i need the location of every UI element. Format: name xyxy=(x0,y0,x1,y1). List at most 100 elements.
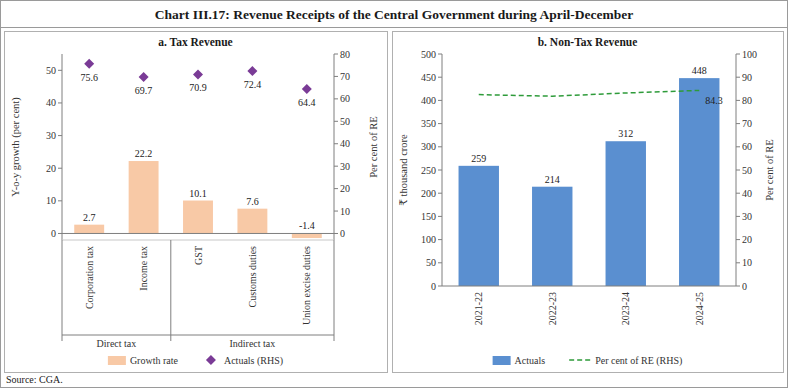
data-label: 69.7 xyxy=(135,85,153,96)
y2-tick-label: 40 xyxy=(742,188,752,199)
x-tick-label: 2024-25 xyxy=(694,292,705,325)
group-separator xyxy=(334,240,335,341)
bar xyxy=(129,161,159,233)
legend-label: Actuals xyxy=(515,355,546,366)
plot-bottom-edge xyxy=(62,240,334,241)
y-axis-title: Y-o-y growth (per cent) xyxy=(10,97,22,197)
legend-label: Per cent of RE (RHS) xyxy=(595,355,682,367)
y2-tick-label: 40 xyxy=(340,138,350,149)
data-label: 7.6 xyxy=(246,196,259,207)
legend: Growth rateActuals (RHS) xyxy=(108,355,283,367)
y-tick-label: 250 xyxy=(421,165,436,176)
y2-tick xyxy=(334,54,338,55)
data-labels: 25921431244884.3 xyxy=(471,65,723,185)
y2-tick-label: 20 xyxy=(742,234,752,245)
y-tick-label: 0 xyxy=(431,281,436,292)
panel: a. Tax Revenue01020304050010203040506070… xyxy=(5,32,388,373)
data-label: 214 xyxy=(545,174,560,185)
y2-tick-label: 100 xyxy=(742,49,757,60)
y2-tick xyxy=(334,211,338,212)
y-tick xyxy=(438,262,442,263)
y2-tick-label: 90 xyxy=(742,72,752,83)
marker xyxy=(84,59,94,69)
y-tick xyxy=(58,135,62,136)
bar xyxy=(292,233,322,238)
y2-tick xyxy=(736,146,740,147)
y2-axis-title: Per cent of RE xyxy=(368,116,379,178)
y2-tick xyxy=(736,286,740,287)
panel-frame xyxy=(393,32,784,373)
legend-swatch xyxy=(206,355,216,365)
x-tick-label: Corporation tax xyxy=(84,246,95,309)
y2-tick xyxy=(334,188,338,189)
data-label: -1.4 xyxy=(299,220,315,231)
y2-axis-line xyxy=(334,54,335,240)
y2-tick xyxy=(334,233,338,234)
bar xyxy=(679,78,719,286)
y-tick xyxy=(58,200,62,201)
data-labels: 2.722.210.17.6-1.475.669.770.972.464.4 xyxy=(80,72,315,232)
y2-tick-label: 50 xyxy=(742,165,752,176)
y-tick-label: 200 xyxy=(421,188,436,199)
y2-tick xyxy=(334,143,338,144)
y2-tick xyxy=(736,216,740,217)
x-tick-label: 2023-24 xyxy=(620,292,631,325)
y2-tick-label: 50 xyxy=(340,116,350,127)
y-tick-label: 10 xyxy=(46,195,56,206)
panel-frame xyxy=(5,32,388,373)
x-axis-line xyxy=(62,233,334,234)
legend-swatch xyxy=(569,359,591,361)
bar xyxy=(183,201,213,234)
data-label: 75.6 xyxy=(80,72,98,83)
y-tick-label: 20 xyxy=(46,163,56,174)
y-tick-label: 50 xyxy=(46,65,56,76)
y2-tick-label: 60 xyxy=(742,141,752,152)
figure-title: Chart III.17: Revenue Receipts of the Ce… xyxy=(155,7,633,22)
data-label: 70.9 xyxy=(189,82,207,93)
y2-tick-label: 80 xyxy=(742,95,752,106)
bar xyxy=(74,225,104,234)
x-tick-label: 2021-22 xyxy=(473,292,484,325)
y-tick xyxy=(58,70,62,71)
y2-tick xyxy=(334,98,338,99)
y-tick-label: 50 xyxy=(426,257,436,268)
y2-tick xyxy=(736,123,740,124)
y2-tick-label: 10 xyxy=(742,257,752,268)
legend-item: Actuals xyxy=(493,355,546,366)
y2-tick-label: 0 xyxy=(742,281,747,292)
y2-axis-title: Per cent of RE xyxy=(764,139,775,201)
y2-tick xyxy=(736,170,740,171)
plot-marks xyxy=(74,59,322,238)
title-frame xyxy=(1,1,788,28)
bar xyxy=(459,166,499,286)
marker xyxy=(247,66,257,76)
group-separator xyxy=(62,240,63,341)
y-axis-title: ₹ thousand crore xyxy=(398,134,409,206)
legend: Actuals Per cent of RE (RHS) xyxy=(493,355,683,367)
legend-item: Actuals (RHS) xyxy=(206,355,283,367)
y-tick-label: 500 xyxy=(421,49,436,60)
y-tick-label: 450 xyxy=(421,72,436,83)
y2-tick-label: 30 xyxy=(742,211,752,222)
y2-tick-label: 80 xyxy=(340,49,350,60)
y-axis-line xyxy=(62,54,63,240)
y2-tick-label: 20 xyxy=(340,183,350,194)
y-tick-label: 30 xyxy=(46,130,56,141)
panel-title: a. Tax Revenue xyxy=(158,36,232,48)
plot-marks xyxy=(459,78,720,286)
legend-item: Per cent of RE (RHS) xyxy=(569,355,682,367)
panel-title: b. Non-Tax Revenue xyxy=(538,36,638,48)
x-tick-label: Union excise duties xyxy=(301,246,312,325)
bar xyxy=(606,141,646,286)
y2-tick xyxy=(334,76,338,77)
y-tick xyxy=(438,146,442,147)
y2-tick-label: 0 xyxy=(340,228,345,239)
bar xyxy=(237,209,267,234)
chart-figure: Chart III.17: Revenue Receipts of the Ce… xyxy=(0,0,788,388)
marker xyxy=(302,84,312,94)
legend-swatch xyxy=(493,356,511,365)
group-label: Direct tax xyxy=(97,338,137,349)
y-tick xyxy=(438,100,442,101)
x-axis-line xyxy=(442,286,736,287)
y2-tick xyxy=(736,262,740,263)
